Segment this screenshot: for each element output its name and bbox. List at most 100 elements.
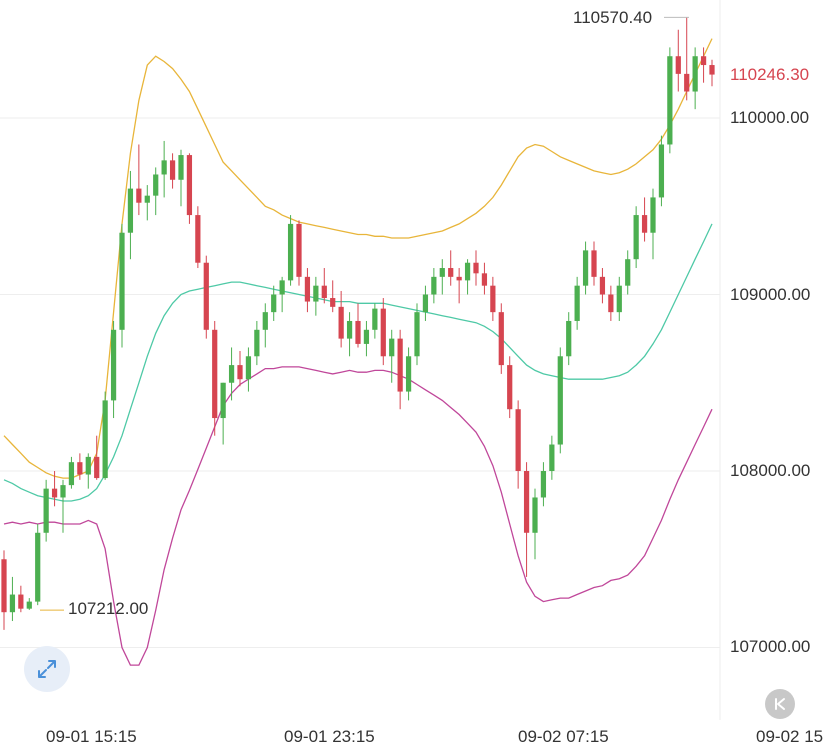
candle-body — [405, 356, 412, 392]
candle — [85, 453, 91, 489]
candle-body — [237, 365, 243, 380]
candle-body — [228, 365, 235, 383]
expand-chart-button[interactable] — [24, 646, 70, 692]
candle — [498, 303, 504, 374]
candle-body — [380, 308, 386, 357]
candle — [490, 276, 496, 321]
candle — [245, 347, 252, 392]
candle-body — [481, 273, 488, 286]
candle — [313, 276, 319, 316]
candle — [557, 347, 563, 454]
candle — [279, 276, 285, 313]
candle-body — [448, 268, 454, 277]
candle — [608, 285, 614, 321]
candle-body — [608, 294, 614, 313]
candle — [431, 268, 437, 304]
candle — [212, 320, 218, 436]
price-label-110000: 110000.00 — [730, 108, 810, 127]
candle-body — [372, 308, 378, 330]
candle — [549, 435, 555, 480]
candle — [195, 206, 201, 269]
candle-body — [94, 456, 100, 479]
candle — [625, 250, 631, 295]
candle-body — [110, 329, 117, 401]
skip-to-latest-button[interactable] — [765, 689, 795, 719]
lower-band-line — [3, 366, 713, 666]
candle-body — [557, 356, 563, 445]
candle — [515, 400, 521, 489]
candle — [507, 356, 513, 419]
candle-body — [220, 382, 226, 419]
candle — [709, 59, 715, 87]
candle-body — [245, 356, 252, 380]
candle — [566, 312, 572, 366]
candle — [60, 479, 66, 533]
candle-body — [700, 56, 707, 66]
price-label-108000: 108000.00 — [730, 461, 811, 480]
candle-body — [363, 329, 370, 344]
candle-body — [262, 312, 268, 330]
candle — [136, 144, 142, 216]
candle — [422, 285, 429, 321]
candle — [658, 135, 665, 207]
candle-body — [439, 268, 445, 277]
candle — [220, 382, 226, 445]
candle-body — [532, 497, 538, 533]
candle-body — [540, 471, 547, 498]
candle — [405, 347, 412, 401]
candle — [700, 47, 707, 83]
candle-body — [549, 444, 555, 471]
candle — [77, 453, 83, 480]
candle-body — [591, 250, 597, 277]
candle-body — [330, 298, 336, 307]
candle — [330, 280, 336, 313]
candle-body — [498, 312, 504, 366]
candle — [616, 276, 622, 321]
time-label-2: 09-01 23:15 — [284, 727, 375, 746]
candle-body — [507, 365, 513, 410]
candle-body — [178, 155, 184, 180]
candle-body — [431, 276, 437, 295]
candle — [464, 259, 471, 295]
candle-body — [456, 276, 462, 281]
candle-body — [85, 456, 91, 475]
time-label-4: 09-02 15 — [756, 727, 824, 746]
candle-body — [633, 215, 639, 260]
candle — [473, 250, 479, 286]
candle-body — [709, 65, 715, 75]
candle — [397, 329, 403, 410]
candle-body — [313, 285, 319, 302]
candle — [254, 320, 260, 366]
expand-diagonal-icon — [38, 660, 56, 678]
candle — [203, 255, 209, 339]
candle-body — [51, 488, 58, 498]
candle — [346, 312, 353, 357]
high-low-markers — [40, 16, 689, 611]
candle-body — [641, 215, 648, 233]
candle — [94, 435, 100, 480]
candle-body — [18, 594, 24, 609]
candle — [237, 350, 243, 387]
candle-body — [523, 471, 530, 533]
candle — [675, 29, 681, 92]
candle — [287, 215, 294, 286]
candle-body — [1, 559, 7, 613]
candle — [169, 153, 176, 189]
candle — [582, 241, 589, 295]
candle — [110, 320, 117, 419]
candle-body — [397, 338, 403, 392]
candle — [532, 488, 538, 560]
candle-body — [119, 232, 125, 330]
low-price-label: 107212.00 — [68, 599, 149, 618]
candle-body — [186, 155, 193, 216]
candle-body — [667, 56, 673, 145]
candle — [9, 576, 16, 622]
candle — [641, 197, 648, 242]
candle-body — [136, 188, 142, 203]
candle-body — [346, 320, 353, 339]
candle — [153, 167, 159, 216]
upper-band-line — [3, 38, 713, 479]
candle — [481, 262, 488, 295]
candle — [633, 206, 639, 269]
